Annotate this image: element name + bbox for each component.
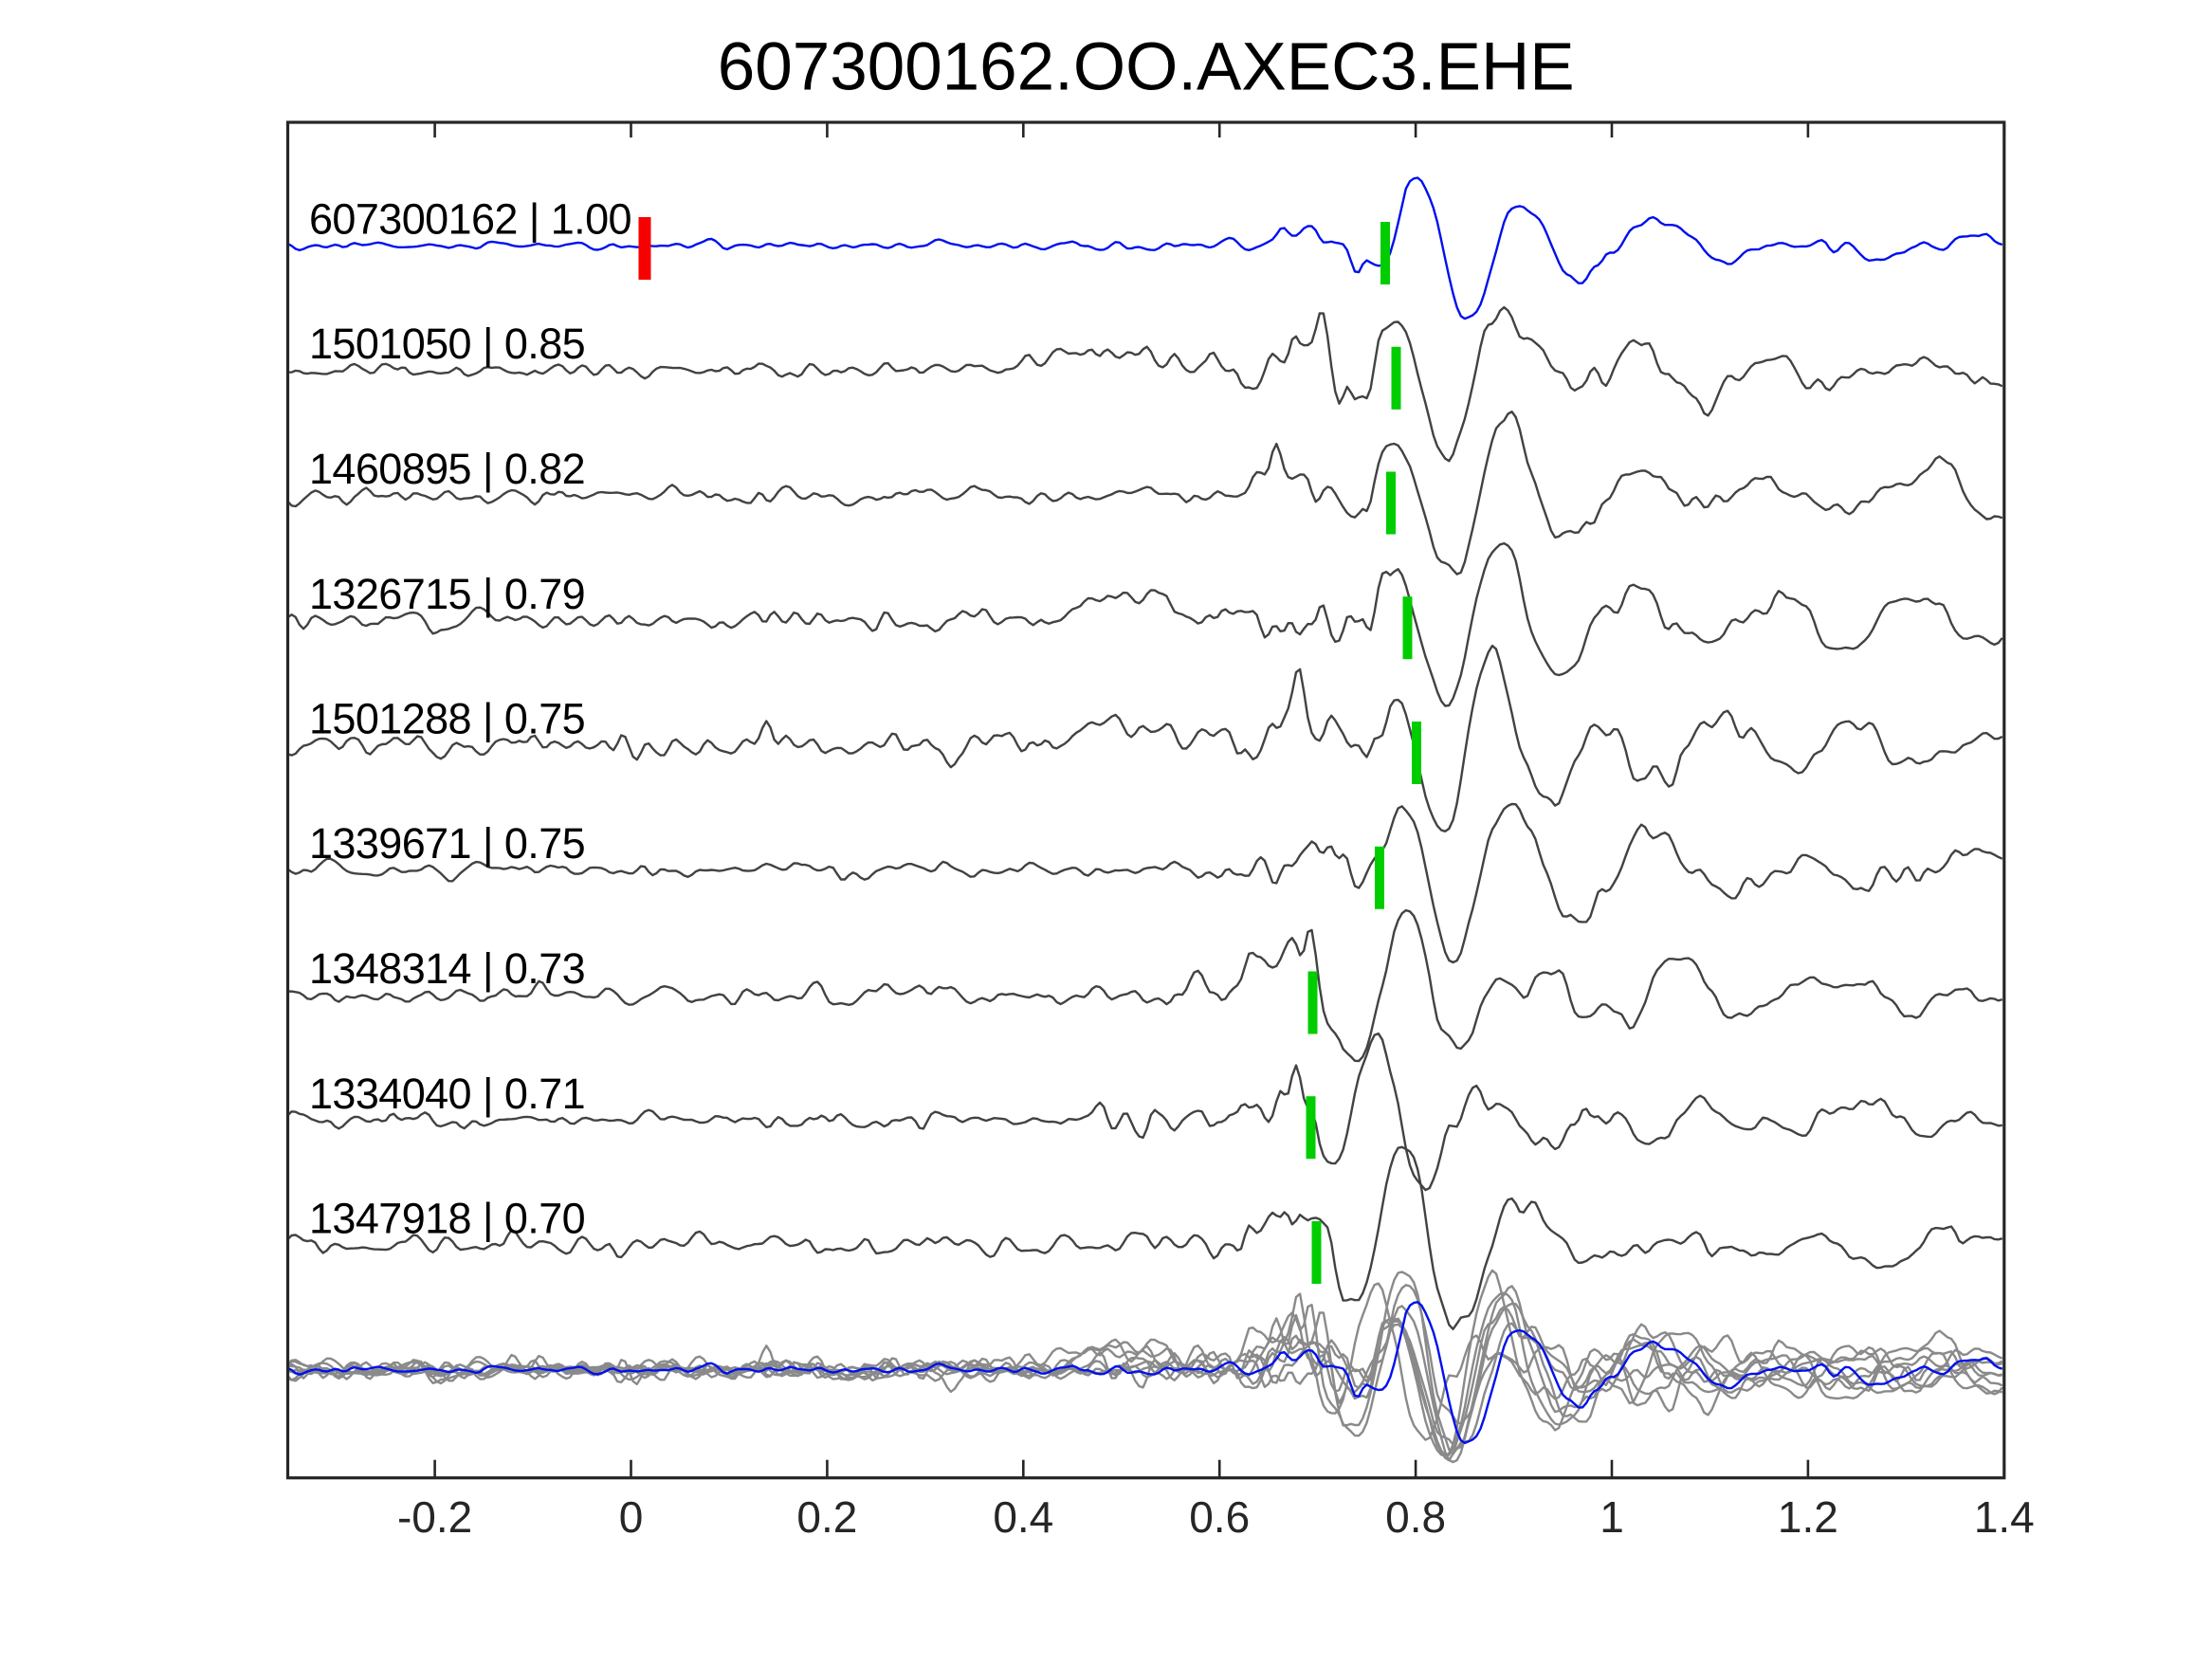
svg-text:1334040 | 0.71: 1334040 | 0.71 (309, 1070, 585, 1118)
svg-text:0.2: 0.2 (796, 1492, 857, 1542)
svg-text:1339671 | 0.75: 1339671 | 0.75 (309, 819, 585, 868)
svg-text:1347918 | 0.70: 1347918 | 0.70 (309, 1195, 585, 1243)
svg-text:1.4: 1.4 (1974, 1492, 2035, 1542)
svg-text:607300162.OO.AXEC3.EHE: 607300162.OO.AXEC3.EHE (718, 30, 1575, 105)
svg-text:0.4: 0.4 (993, 1492, 1053, 1542)
svg-text:0.6: 0.6 (1189, 1492, 1250, 1542)
svg-text:607300162 | 1.00: 607300162 | 1.00 (309, 195, 631, 244)
svg-text:1501050 | 0.85: 1501050 | 0.85 (309, 320, 585, 368)
svg-text:1: 1 (1600, 1492, 1624, 1542)
svg-text:1.2: 1.2 (1778, 1492, 1838, 1542)
svg-text:1348314 | 0.73: 1348314 | 0.73 (309, 944, 585, 993)
svg-text:1326715 | 0.79: 1326715 | 0.79 (309, 570, 585, 618)
svg-text:1501288 | 0.75: 1501288 | 0.75 (309, 695, 585, 743)
svg-text:-0.2: -0.2 (397, 1492, 472, 1542)
svg-text:0: 0 (619, 1492, 644, 1542)
svg-text:1460895 | 0.82: 1460895 | 0.82 (309, 445, 585, 493)
svg-text:0.8: 0.8 (1385, 1492, 1446, 1542)
